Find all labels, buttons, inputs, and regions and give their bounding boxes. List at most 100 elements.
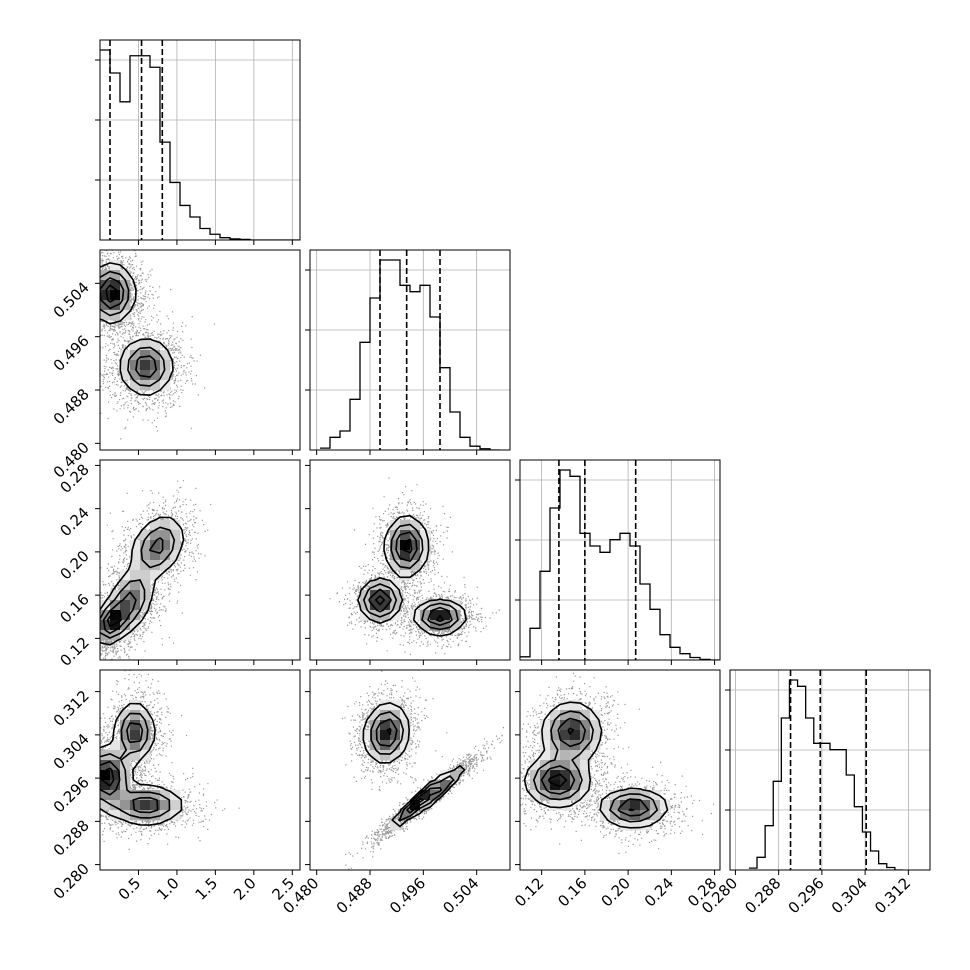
density-cell: [400, 810, 411, 821]
density-cell: [410, 560, 421, 571]
x-tick-label: 0.504: [439, 874, 482, 917]
density-cell: [370, 590, 381, 601]
density-cell: [150, 570, 161, 581]
density-cell: [450, 770, 461, 781]
panel-frame: [99, 39, 301, 241]
density-cell: [560, 770, 571, 781]
density-cell: [120, 710, 131, 721]
density-cell: [160, 350, 171, 361]
density-cell: [120, 760, 131, 771]
density-cell: [560, 720, 571, 731]
density-cell: [140, 540, 151, 551]
density-cell: [430, 790, 441, 801]
density-cell: [120, 590, 131, 601]
density-cell: [140, 600, 151, 611]
density-cell: [140, 740, 151, 751]
panel-frame: [99, 459, 301, 661]
density-cell: [420, 610, 431, 621]
density-cell: [560, 760, 571, 771]
x-tick-label: 0.12: [511, 874, 547, 910]
density-cell: [120, 780, 131, 791]
density-cell: [570, 720, 581, 731]
contour-line: [375, 718, 443, 814]
density-cell: [150, 540, 161, 551]
density-cell: [140, 810, 151, 821]
density-cell: [150, 350, 161, 361]
density-cell: [130, 560, 141, 571]
density-cell: [170, 530, 181, 541]
density-cell: [540, 740, 551, 751]
density-cell: [120, 370, 131, 381]
density-cell: [170, 800, 181, 811]
density-cell: [560, 790, 571, 801]
density-cell: [410, 550, 421, 561]
density-cell: [430, 610, 441, 621]
density-cell: [410, 800, 421, 811]
density-cell: [140, 370, 151, 381]
density-cell: [130, 600, 141, 611]
density-cell: [110, 810, 121, 821]
density-cell: [560, 800, 571, 811]
density-cell: [120, 730, 131, 741]
density-cell: [380, 590, 391, 601]
density-cell: [390, 820, 401, 831]
density-cell: [110, 800, 121, 811]
density-cell: [120, 740, 131, 751]
density-cell: [160, 560, 171, 571]
density-cell: [600, 800, 611, 811]
y-tick-label: 0.296: [50, 773, 93, 816]
density-cell: [140, 580, 151, 591]
density-cell: [140, 720, 151, 731]
density-cell: [390, 750, 401, 761]
density-cell: [560, 730, 571, 741]
density-cell: [430, 620, 441, 631]
density-cell: [390, 560, 401, 571]
panel-content: [100, 670, 240, 850]
x-tick-label: 0.24: [641, 874, 677, 910]
density-cell: [540, 750, 551, 761]
density-cell: [110, 740, 121, 751]
density-cell: [100, 610, 111, 621]
density-cell: [110, 780, 121, 791]
panel-frame: [309, 669, 511, 871]
density-cell: [110, 260, 121, 271]
pair-panel-1-2: [305, 459, 511, 665]
contour-line: [368, 531, 453, 627]
scatter-points: [100, 250, 215, 450]
density-cell: [120, 750, 131, 761]
density-cell: [550, 720, 561, 731]
density-cell: [110, 590, 121, 601]
density-cell: [580, 760, 591, 771]
density-cell: [160, 360, 171, 371]
x-tick-label: 0.16: [554, 874, 590, 910]
density-cell: [650, 790, 661, 801]
panel-frame: [519, 669, 721, 871]
panel-content: [329, 477, 500, 655]
density-cell: [620, 800, 631, 811]
density-cell: [410, 540, 421, 551]
x-tick-label: 0.5: [115, 874, 145, 904]
density-cell: [450, 610, 461, 621]
density-cell: [420, 600, 431, 611]
density-cell: [130, 730, 141, 741]
y-tick-label: 0.288: [50, 816, 93, 859]
density-cell: [420, 790, 431, 801]
density-cell: [130, 380, 141, 391]
density-cell: [130, 710, 141, 721]
density-cell: [160, 550, 171, 561]
density-cell: [570, 710, 581, 721]
density-cell: [130, 720, 141, 731]
density-cell: [110, 280, 121, 291]
histogram-panel-0: [95, 39, 301, 245]
density-cell: [100, 310, 111, 321]
density-cell: [140, 350, 151, 361]
density-cell: [110, 310, 121, 321]
contour-line: [375, 538, 445, 623]
density-cell: [110, 760, 121, 771]
density-cell: [100, 600, 111, 611]
contour-line: [547, 727, 635, 812]
y-tick-label: 0.504: [50, 278, 93, 321]
contour-line: [100, 516, 185, 646]
